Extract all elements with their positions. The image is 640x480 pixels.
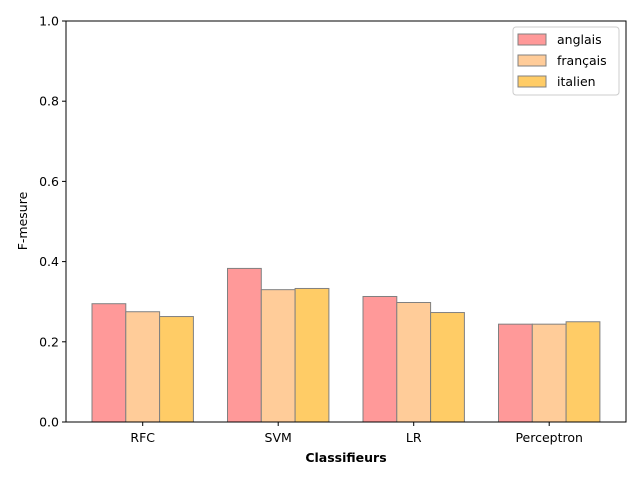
- x-tick-label: SVM: [265, 430, 292, 445]
- legend-swatch-2: [517, 75, 547, 88]
- y-tick-label: 1.0: [39, 14, 59, 29]
- x-axis-ticks: RFC SVM LR Perceptron: [130, 422, 583, 445]
- y-tick-label: 0.4: [39, 254, 59, 269]
- legend-swatch-1: [517, 54, 547, 67]
- bar-lr-2: [430, 312, 465, 423]
- bar-rfc-2: [159, 316, 194, 423]
- bar-svm-1: [260, 289, 296, 423]
- x-axis-label: Classifieurs: [305, 450, 386, 465]
- y-axis-label: F-mesure: [15, 191, 30, 250]
- bar-perceptron-2: [565, 321, 601, 423]
- bar-rfc-0: [91, 303, 127, 423]
- x-tick-label: Perceptron: [515, 430, 582, 445]
- plot-frame: [65, 20, 627, 423]
- bar-svm-2: [294, 287, 330, 423]
- y-tick-label: 0.6: [39, 174, 59, 189]
- y-tick-label: 0.2: [39, 334, 59, 349]
- x-tick-label: RFC: [130, 430, 155, 445]
- bar-perceptron-1: [531, 323, 567, 423]
- bar-rfc-1: [125, 311, 161, 423]
- bar-svm-0: [227, 267, 262, 423]
- y-tick-label: 0.8: [39, 94, 59, 109]
- legend-label-1: français: [557, 53, 607, 68]
- bar-lr-1: [396, 302, 432, 423]
- bar-perceptron-0: [498, 323, 533, 423]
- legend: anglais français italien: [512, 26, 620, 96]
- y-tick-label: 0.0: [39, 415, 59, 430]
- axes-spines: [65, 20, 627, 423]
- legend-label-0: anglais: [557, 32, 602, 47]
- legend-swatch-0: [517, 33, 547, 46]
- bars-group: [91, 267, 601, 423]
- y-axis-ticks: 0.0 0.2 0.4 0.6 0.8 1.0: [39, 14, 66, 430]
- bar-lr-0: [362, 295, 398, 423]
- x-tick-label: LR: [406, 430, 422, 445]
- legend-label-2: italien: [557, 74, 596, 89]
